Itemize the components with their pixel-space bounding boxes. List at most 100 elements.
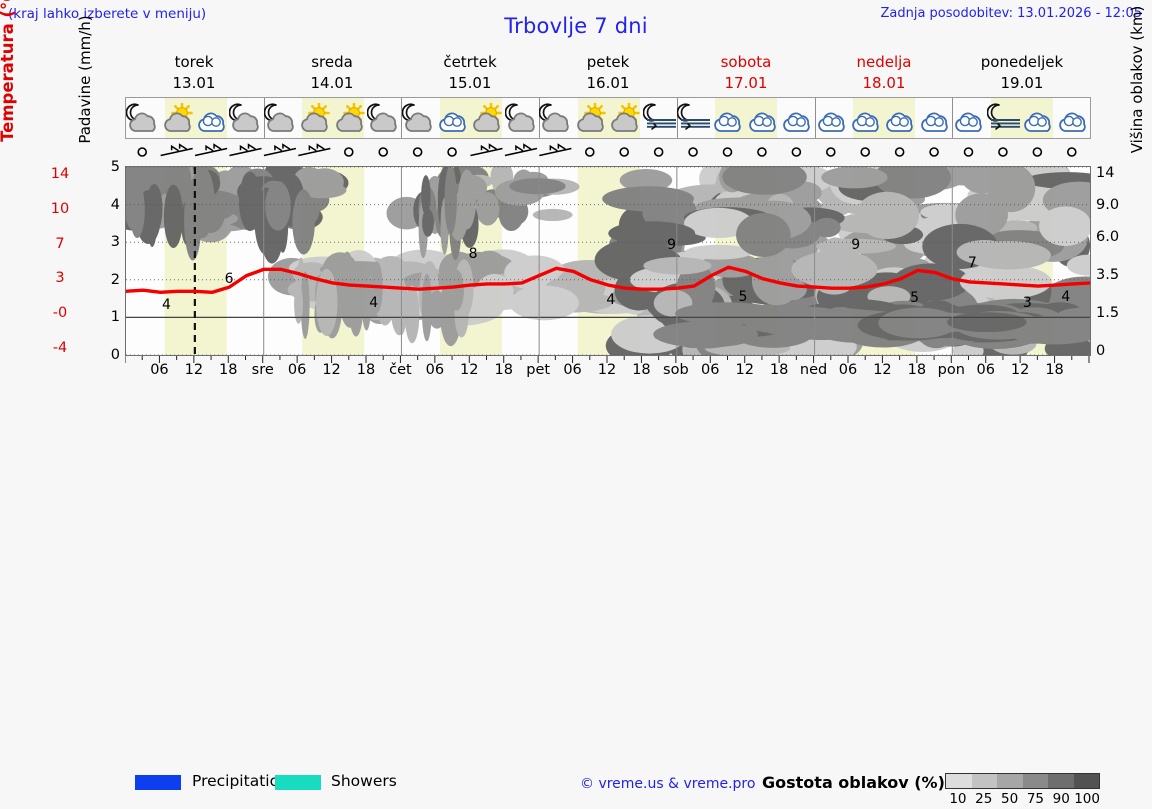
cloud-density-tick-label: 100: [1074, 791, 1100, 807]
x-axis-tick-label: ned: [799, 362, 828, 378]
weather-icon-row: [126, 98, 1090, 138]
moon-cloud-icon: [367, 98, 401, 138]
temperature-tick-value: 14: [50, 166, 70, 182]
x-axis-tick-label: sob: [663, 362, 689, 378]
showers-legend-swatch: [275, 775, 321, 790]
day-column-ponedeljek: ponedeljek 19.01: [953, 52, 1091, 96]
x-axis-tick-label: 12: [873, 362, 892, 378]
x-axis-labels: 06 12 18 sre 06 12 18 čet 06 12 18 pet 06 12 18 sob 06 12…: [125, 362, 1091, 382]
x-axis-tick-label: 06: [976, 362, 995, 378]
moon-cloud-icon: [539, 98, 573, 138]
cloud-icon: [746, 98, 780, 138]
x-axis-tick-label: 18: [494, 362, 513, 378]
day-name: sreda: [311, 53, 353, 71]
temperature-value-label: 5: [738, 289, 748, 306]
precipitation-tick-value: 4: [110, 196, 120, 213]
cloud-height-tick-value: 1.5: [1096, 305, 1120, 322]
day-date: 14.01: [310, 74, 354, 92]
temperature-value-label: 8: [468, 245, 478, 262]
x-axis-tick-label: 06: [701, 362, 720, 378]
temperature-value-label: 7: [967, 255, 977, 272]
day-column-nedelja: nedelja 18.01: [815, 52, 953, 96]
cloud-density-step: [1073, 774, 1099, 788]
day-column-sobota: sobota 17.01: [677, 52, 815, 96]
day-divider: [539, 98, 541, 138]
x-axis-tick-label: 18: [219, 362, 238, 378]
cloud-density-color-scale: [945, 773, 1100, 789]
temperature-value-label: 3: [1022, 294, 1032, 311]
sun-cloud-icon: [573, 98, 607, 138]
sun-cloud-icon: [470, 98, 504, 138]
cloud-density-step: [1022, 774, 1048, 788]
sun-cloud-icon: [333, 98, 367, 138]
precipitation-legend-swatch: [135, 775, 181, 790]
x-axis-tick-label: 12: [1010, 362, 1030, 378]
precipitation-tick-value: 5: [110, 159, 120, 175]
x-axis-tick-label: pon: [937, 362, 965, 378]
moon-wind-icon: [642, 98, 676, 138]
cloud-density-step: [997, 774, 1023, 788]
moon-wind-icon: [986, 98, 1021, 138]
temperature-tick-value: -0: [52, 305, 68, 322]
day-divider: [401, 98, 403, 138]
day-divider: [814, 98, 816, 138]
x-axis-tick-label: 18: [907, 362, 927, 378]
x-axis-tick-label: 12: [322, 362, 341, 378]
cloud-icon: [952, 98, 986, 138]
cloud-density-tick-label: 50: [1000, 791, 1019, 807]
cloud-icon: [883, 98, 917, 138]
cloud-height-tick-value: 6.0: [1096, 229, 1120, 246]
copyright-link[interactable]: © vreme.us & vreme.pro: [580, 776, 756, 792]
x-axis-tick-label: 06: [287, 362, 307, 378]
day-name: četrtek: [443, 53, 497, 71]
precipitation-axis-title: Padavine (mm/h): [76, 15, 94, 144]
x-axis-tick-label: 06: [563, 362, 582, 378]
x-axis-tick-label: 18: [632, 362, 651, 378]
temperature-tick-value: 7: [55, 235, 65, 252]
cloud-density-step: [946, 774, 972, 788]
cloud-height-tick-value: 9.0: [1096, 196, 1120, 213]
moon-cloud-icon: [504, 98, 539, 138]
cloud-icon: [780, 98, 814, 138]
day-date: 15.01: [448, 74, 492, 92]
x-axis-tick-label: 18: [769, 362, 789, 378]
day-column-torek: torek 13.01: [125, 52, 263, 96]
sun-cloud-icon: [160, 98, 194, 138]
cloud-icon: [1055, 98, 1089, 138]
last-update-text: Zadnja posodobitev: 13.01.2026 - 12:05: [880, 6, 1142, 21]
cloud-density-step: [971, 774, 997, 788]
temperature-value-label: 4: [606, 292, 616, 309]
day-column-četrtek: četrtek 15.01: [401, 52, 539, 96]
cloud-density-tick-label: 90: [1052, 791, 1070, 807]
day-name: torek: [174, 53, 214, 71]
precipitation-tick-value: 3: [110, 234, 120, 251]
wind-barb-strip: [125, 141, 1091, 163]
x-axis-tick-label: 06: [838, 362, 858, 378]
x-axis-tick-label: 06: [150, 362, 169, 378]
x-axis-ticks: [125, 356, 1091, 364]
day-date: 19.01: [1000, 74, 1044, 92]
x-axis-tick-label: 12: [460, 362, 479, 378]
day-date: 13.01: [172, 74, 216, 92]
temperature-value-label: 9: [851, 236, 861, 253]
moon-cloud-icon: [263, 98, 298, 138]
x-axis-tick-label: pet: [526, 362, 551, 378]
temperature-value-label: 9: [667, 236, 677, 253]
cloud-density-legend-title: Gostota oblakov (%): [762, 773, 945, 792]
moon-wind-icon: [676, 98, 711, 138]
cloud-icon: [814, 98, 848, 138]
precipitation-tick-value: 2: [110, 271, 120, 288]
cloud-icon: [849, 98, 883, 138]
day-divider: [263, 98, 265, 138]
weather-icon-strip: [125, 97, 1091, 139]
cloud-density-tick-label: 10: [949, 791, 967, 807]
temperature-tick-value: 3: [55, 270, 65, 287]
day-date: 16.01: [586, 74, 630, 92]
temperature-tick-value: 10: [50, 200, 70, 217]
day-column-petek: petek 16.01: [539, 52, 677, 96]
sun-cloud-icon: [298, 98, 332, 138]
page-title: Trbovlje 7 dni: [504, 14, 648, 38]
cloud-density-tick-label: 25: [975, 791, 993, 807]
x-axis-tick-label: čet: [389, 362, 412, 378]
moon-cloud-icon: [401, 98, 435, 138]
